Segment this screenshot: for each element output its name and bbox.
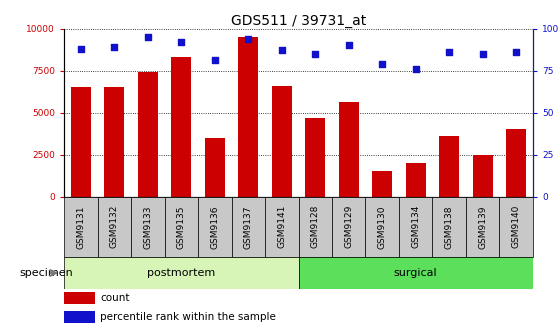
Point xyxy=(177,39,186,45)
Bar xyxy=(332,197,365,257)
Point xyxy=(411,66,420,72)
Bar xyxy=(365,197,399,257)
Bar xyxy=(439,136,459,197)
Point xyxy=(378,61,387,67)
Text: GSM9129: GSM9129 xyxy=(344,205,353,249)
Text: GSM9140: GSM9140 xyxy=(512,205,521,249)
Bar xyxy=(232,197,265,257)
Bar xyxy=(198,197,232,257)
Text: GSM9136: GSM9136 xyxy=(210,205,219,249)
Bar xyxy=(265,197,299,257)
Point xyxy=(143,34,152,40)
Text: GSM9141: GSM9141 xyxy=(277,205,286,249)
Point xyxy=(344,43,353,48)
Text: specimen: specimen xyxy=(19,268,73,278)
Bar xyxy=(131,197,165,257)
Point xyxy=(445,49,454,55)
Bar xyxy=(372,171,392,197)
Text: GSM9135: GSM9135 xyxy=(177,205,186,249)
Text: surgical: surgical xyxy=(394,268,437,278)
Text: GSM9138: GSM9138 xyxy=(445,205,454,249)
Text: count: count xyxy=(100,293,130,303)
Bar xyxy=(339,102,359,197)
Bar xyxy=(138,72,158,197)
Point xyxy=(210,58,219,63)
Text: postmortem: postmortem xyxy=(147,268,215,278)
Bar xyxy=(432,197,466,257)
Bar xyxy=(98,197,131,257)
Bar xyxy=(499,197,533,257)
Point xyxy=(512,49,521,55)
Title: GDS511 / 39731_at: GDS511 / 39731_at xyxy=(231,13,366,28)
Bar xyxy=(466,197,499,257)
Bar xyxy=(272,86,292,197)
Point xyxy=(478,51,487,56)
Text: GSM9133: GSM9133 xyxy=(143,205,152,249)
Text: GSM9130: GSM9130 xyxy=(378,205,387,249)
Bar xyxy=(299,257,533,289)
Bar xyxy=(64,197,98,257)
Bar xyxy=(406,163,426,197)
Point xyxy=(311,51,320,56)
Bar xyxy=(71,87,91,197)
Text: GSM9137: GSM9137 xyxy=(244,205,253,249)
Bar xyxy=(305,118,325,197)
Bar xyxy=(104,87,124,197)
Text: GSM9139: GSM9139 xyxy=(478,205,487,249)
Text: GSM9128: GSM9128 xyxy=(311,205,320,249)
Text: percentile rank within the sample: percentile rank within the sample xyxy=(100,312,276,322)
Bar xyxy=(64,311,95,323)
Bar xyxy=(473,155,493,197)
Bar xyxy=(64,257,299,289)
Bar xyxy=(171,57,191,197)
Bar xyxy=(506,129,526,197)
Bar xyxy=(238,37,258,197)
Point xyxy=(76,46,85,51)
Point xyxy=(110,44,119,50)
Text: GSM9134: GSM9134 xyxy=(411,205,420,249)
Bar xyxy=(165,197,198,257)
Bar xyxy=(64,292,95,304)
Text: GSM9132: GSM9132 xyxy=(110,205,119,249)
Point xyxy=(244,36,253,41)
Bar xyxy=(299,197,332,257)
Point xyxy=(277,48,286,53)
Bar xyxy=(205,138,225,197)
Bar xyxy=(399,197,432,257)
Text: GSM9131: GSM9131 xyxy=(76,205,85,249)
